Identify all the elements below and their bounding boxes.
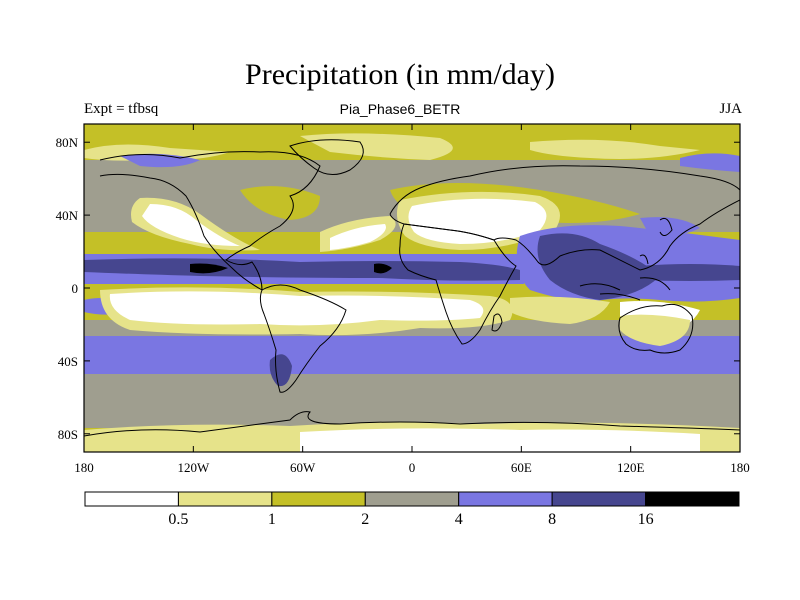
season-label: JJA — [719, 101, 742, 117]
colorbar-box-3 — [271, 491, 366, 507]
colorbar-label-8: 8 — [548, 511, 556, 528]
lon-tick-60e: 60E — [511, 460, 532, 475]
colorbar-label-0-5: 0.5 — [168, 511, 188, 528]
colorbar-box-4 — [364, 491, 460, 507]
field-arctic-light-w — [84, 144, 230, 161]
colorbar-box-7 — [645, 491, 740, 507]
lon-tick-180e: 180 — [730, 460, 750, 475]
field-itcz-peak-1 — [190, 263, 228, 274]
field-namerica-olive — [240, 186, 320, 220]
coast-africa — [399, 223, 517, 345]
coast-greenland — [289, 139, 364, 175]
coast-australia — [618, 303, 694, 354]
lat-tick-labels: 80N 40N 0 40S 80S — [56, 135, 79, 442]
field-monsoon-dark — [537, 233, 660, 300]
coast-antarctica — [84, 411, 740, 437]
colorbar-label-2: 2 — [361, 511, 369, 528]
map-title: Precipitation (in mm/day) — [245, 58, 555, 91]
field-arctic-blue-2 — [680, 153, 740, 172]
colorbar-box-6 — [551, 491, 647, 507]
field-npac-dry — [142, 204, 240, 246]
field-storm-track — [84, 336, 740, 374]
colorbar-label-16: 16 — [638, 511, 654, 528]
experiment-label: Expt = tfbsq — [84, 101, 159, 117]
coastlines — [84, 139, 740, 437]
colorbar-label-4: 4 — [455, 511, 463, 528]
field-natl-dry — [330, 224, 386, 250]
lon-tick-0: 0 — [409, 460, 416, 475]
lat-tick-80s: 80S — [58, 427, 78, 442]
lat-tick-0: 0 — [72, 281, 79, 296]
lon-tick-180w: 180 — [74, 460, 94, 475]
lat-tick-80n: 80N — [56, 135, 79, 150]
lon-tick-120w: 120W — [177, 460, 210, 475]
field-arctic-light-e — [530, 139, 700, 159]
lat-tick-40s: 40S — [58, 354, 78, 369]
field-sahara-dry — [408, 198, 547, 244]
field-indian-light — [510, 296, 610, 324]
colorbar: 0.5 1 2 4 8 16 — [84, 491, 740, 528]
coast-madagascar — [491, 313, 503, 332]
colorbar-box-2 — [177, 491, 273, 507]
axis-ticks — [83, 124, 741, 452]
colorbar-box-5 — [458, 491, 553, 507]
coast-japan — [639, 217, 673, 265]
field-itcz-peak-2 — [374, 263, 392, 274]
precipitation-field — [84, 124, 740, 452]
colorbar-label-1: 1 — [268, 511, 276, 528]
field-sh-dry — [109, 291, 484, 326]
field-antarctic-gray — [84, 388, 740, 428]
field-australia-light — [620, 314, 690, 346]
field-wpac-dark — [640, 264, 740, 281]
field-antarctic-dry — [300, 428, 700, 452]
lon-tick-60w: 60W — [290, 460, 316, 475]
lon-tick-labels: 180 120W 60W 0 60E 120E 180 — [74, 460, 750, 475]
map-subtitle: Pia_Phase6_BETR — [339, 101, 461, 117]
coast-south-america — [259, 284, 347, 393]
coast-indonesia — [579, 277, 671, 301]
colorbar-box-1 — [84, 491, 179, 507]
field-arctic-blue-1 — [120, 153, 200, 168]
coast-north-america — [99, 151, 321, 291]
lon-tick-120e: 120E — [617, 460, 645, 475]
lat-tick-40n: 40N — [56, 208, 79, 223]
